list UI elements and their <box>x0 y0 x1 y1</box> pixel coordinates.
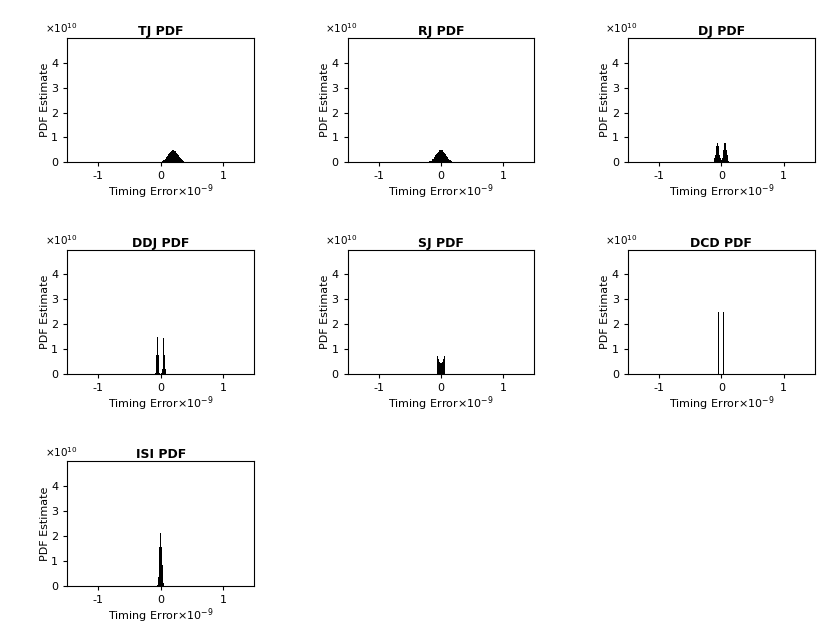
X-axis label: Timing Error$\times$10$^{-9}$: Timing Error$\times$10$^{-9}$ <box>388 183 494 202</box>
Title: SJ PDF: SJ PDF <box>418 237 464 249</box>
Y-axis label: PDF Estimate: PDF Estimate <box>601 63 611 137</box>
Title: DCD PDF: DCD PDF <box>690 237 753 249</box>
X-axis label: Timing Error$\times$10$^{-9}$: Timing Error$\times$10$^{-9}$ <box>669 394 774 413</box>
Y-axis label: PDF Estimate: PDF Estimate <box>39 275 50 349</box>
Title: RJ PDF: RJ PDF <box>417 25 465 38</box>
Title: DDJ PDF: DDJ PDF <box>132 237 189 249</box>
X-axis label: Timing Error$\times$10$^{-9}$: Timing Error$\times$10$^{-9}$ <box>108 606 213 625</box>
X-axis label: Timing Error$\times$10$^{-9}$: Timing Error$\times$10$^{-9}$ <box>669 183 774 202</box>
Y-axis label: PDF Estimate: PDF Estimate <box>39 486 50 561</box>
Y-axis label: PDF Estimate: PDF Estimate <box>39 63 50 137</box>
Y-axis label: PDF Estimate: PDF Estimate <box>320 63 330 137</box>
Text: $\times$10$^{10}$: $\times$10$^{10}$ <box>606 21 638 35</box>
Text: $\times$10$^{10}$: $\times$10$^{10}$ <box>45 21 77 35</box>
X-axis label: Timing Error$\times$10$^{-9}$: Timing Error$\times$10$^{-9}$ <box>108 183 213 202</box>
X-axis label: Timing Error$\times$10$^{-9}$: Timing Error$\times$10$^{-9}$ <box>108 394 213 413</box>
Text: $\times$10$^{10}$: $\times$10$^{10}$ <box>606 233 638 247</box>
Y-axis label: PDF Estimate: PDF Estimate <box>320 275 330 349</box>
Title: DJ PDF: DJ PDF <box>698 25 745 38</box>
X-axis label: Timing Error$\times$10$^{-9}$: Timing Error$\times$10$^{-9}$ <box>388 394 494 413</box>
Text: $\times$10$^{10}$: $\times$10$^{10}$ <box>325 233 358 247</box>
Y-axis label: PDF Estimate: PDF Estimate <box>601 275 611 349</box>
Text: $\times$10$^{10}$: $\times$10$^{10}$ <box>325 21 358 35</box>
Title: TJ PDF: TJ PDF <box>138 25 183 38</box>
Title: ISI PDF: ISI PDF <box>135 449 186 461</box>
Text: $\times$10$^{10}$: $\times$10$^{10}$ <box>45 233 77 247</box>
Text: $\times$10$^{10}$: $\times$10$^{10}$ <box>45 445 77 459</box>
